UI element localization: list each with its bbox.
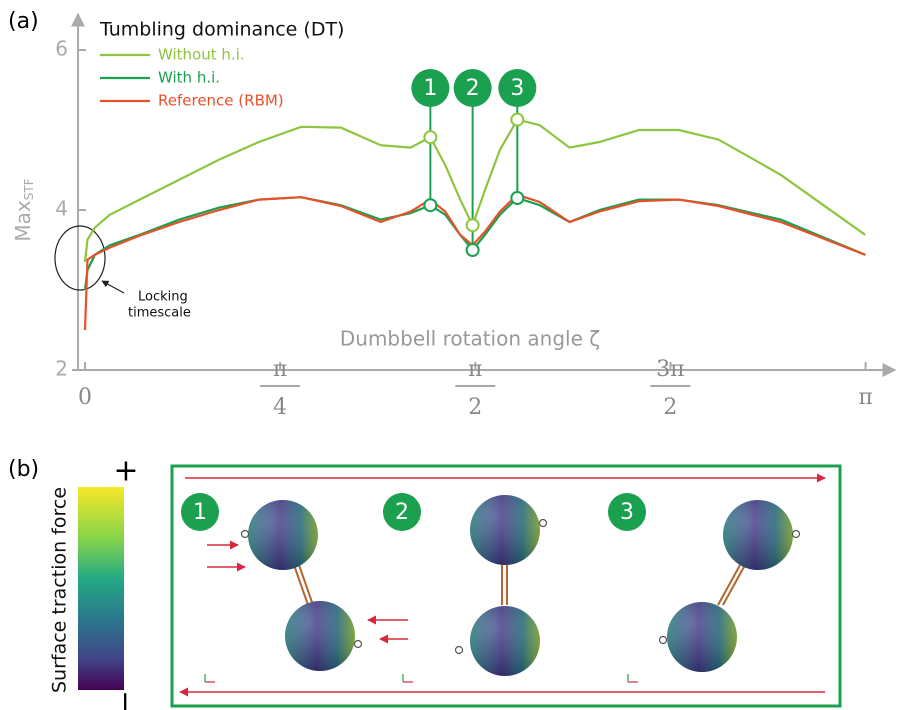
chart-title: Tumbling dominance (DT): [99, 19, 344, 41]
state-label: 1: [193, 500, 207, 525]
state-badge: [383, 493, 421, 531]
legend-label: Reference (RBM): [158, 92, 284, 110]
legend-label: With h.i.: [158, 69, 220, 87]
y-tick-label: 6: [55, 37, 68, 61]
annotation: timescale: [128, 306, 191, 321]
series-line: [83, 193, 866, 331]
state-badge: [181, 493, 219, 531]
colorbar-max: +: [113, 454, 138, 489]
state-badges: 1 2 3: [181, 493, 646, 531]
y-tick-label: 4: [55, 197, 68, 221]
spheres: [248, 495, 793, 676]
x-tick-label: 2: [663, 395, 677, 420]
series-line: [83, 196, 866, 291]
dumbbell-links: [293, 564, 746, 606]
annotation: Locking: [138, 290, 188, 305]
y-tick-label: 2: [55, 357, 68, 381]
x-tick-label: 3π: [656, 357, 684, 382]
x-tick-label: π: [273, 357, 287, 382]
y-label-sub: STF: [22, 178, 36, 200]
marker-badge: [453, 69, 492, 107]
x-tick-label: 4: [273, 395, 287, 420]
y-label-main: Max: [11, 200, 35, 242]
contact-points: [240, 518, 801, 655]
panel-label: (b): [8, 457, 39, 482]
marker-point: [423, 130, 438, 145]
state-badge: [608, 493, 646, 531]
axes-glyphs: [204, 674, 638, 683]
x-axis-label: Dumbbell rotation angle ζ: [340, 327, 600, 351]
marker-label: 1: [423, 76, 437, 101]
series-line: [83, 118, 866, 263]
marker-point: [423, 198, 438, 213]
marker-badge: [411, 69, 450, 107]
state-label: 2: [395, 500, 409, 525]
locking-ellipse: [54, 225, 106, 291]
marker-label: 3: [510, 76, 524, 101]
locking-arrow: [101, 280, 125, 294]
x-tick-label: 2: [468, 395, 482, 420]
legend-label: Without h.i.: [158, 46, 245, 64]
colorbar: [78, 487, 124, 690]
marker-label: 2: [466, 76, 480, 101]
marker-badge: [498, 69, 537, 107]
x-tick-label: π: [858, 385, 872, 410]
panel-label: (a): [8, 9, 39, 34]
marker-point: [465, 243, 480, 257]
marker-point: [510, 191, 525, 205]
marker-point: [465, 218, 480, 233]
colorbar-min: −: [108, 690, 141, 710]
state-label: 3: [620, 500, 634, 525]
y-axis-label: MaxSTF: [11, 178, 36, 241]
x-tick-label: π: [468, 357, 482, 382]
x-tick-label: 0: [78, 385, 92, 410]
marker-point: [510, 112, 525, 127]
colorbar-title: Surface traction force: [49, 487, 71, 693]
